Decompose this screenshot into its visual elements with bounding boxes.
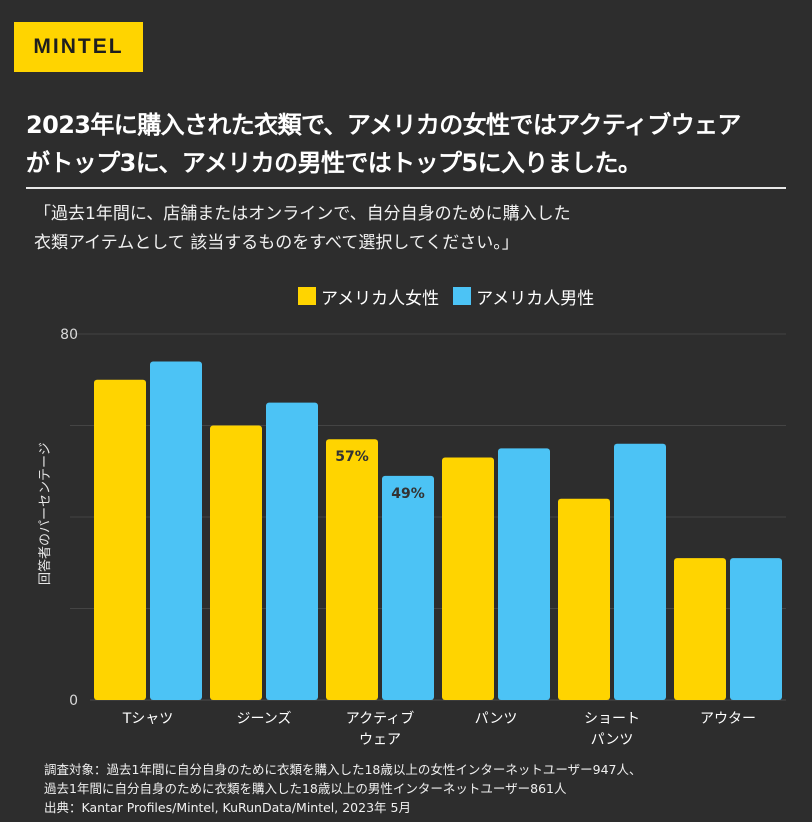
chart-legend: アメリカ人女性 アメリカ人男性 — [298, 282, 602, 310]
bar-women-0 — [94, 379, 146, 700]
legend-swatch-men — [453, 287, 472, 305]
x-tick-label: アウター — [700, 711, 756, 727]
x-tick-label: パンツ — [475, 711, 518, 727]
x-tick-label: Tシャツ — [122, 711, 174, 727]
headline-line-1: 2023年に購入された衣類で、アメリカの女性ではアクティブウェア — [26, 111, 741, 139]
legend-item-women: アメリカ人女性 — [298, 284, 439, 309]
bar-men-5 — [730, 558, 782, 700]
legend-swatch-women — [298, 287, 316, 305]
footnote-line-1: 調査対象：過去1年間に自分自身のために衣類を購入した18歳以上の女性インターネッ… — [44, 762, 642, 777]
headline-line-2: がトップ3に、アメリカの男性ではトップ5に入りました。 — [26, 149, 642, 177]
data-label: 49% — [391, 486, 425, 502]
x-tick-label: ショートパンツ — [584, 711, 640, 748]
bar-men-1 — [266, 402, 318, 700]
legend-item-men: アメリカ人男性 — [453, 284, 594, 309]
y-tick-label: 0 — [69, 693, 78, 709]
bar-men-4 — [614, 443, 666, 700]
x-tick-label: アクティブウェア — [346, 710, 414, 748]
bar-men-3 — [498, 448, 550, 700]
legend-label-women: アメリカ人女性 — [321, 288, 440, 309]
bar-men-0 — [150, 361, 202, 700]
survey-question: 「過去1年間に、店舗またはオンラインで、自分自身のために購入した 衣類アイテムと… — [34, 200, 794, 258]
bar-women-3 — [442, 457, 494, 700]
data-label: 57% — [335, 449, 369, 465]
headline: 2023年に購入された衣類で、アメリカの女性ではアクティブウェア がトップ3に、… — [26, 106, 801, 182]
question-line-2: 衣類アイテムとして 該当するものをすべて選択してください。」 — [34, 233, 519, 253]
footnote-line-2: 過去1年間に自分自身のために衣類を購入した18歳以上の男性インターネットユーザー… — [44, 781, 567, 796]
footnote: 調査対象：過去1年間に自分自身のために衣類を購入した18歳以上の女性インターネッ… — [44, 760, 804, 817]
bar-men-2 — [382, 475, 434, 700]
divider — [26, 187, 786, 189]
x-tick-label: ジーンズ — [236, 711, 291, 727]
question-line-1: 「過去1年間に、店舗またはオンラインで、自分自身のために購入した — [34, 204, 571, 224]
legend-label-men: アメリカ人男性 — [476, 288, 595, 309]
bar-women-5 — [674, 558, 726, 700]
mintel-logo: MINTEL — [14, 22, 143, 72]
bar-women-4 — [558, 498, 610, 700]
bar-women-1 — [210, 425, 262, 700]
y-tick-label: 80 — [60, 327, 78, 343]
footnote-line-3: 出典：Kantar Profiles/Mintel, KuRunData/Min… — [44, 800, 411, 815]
bar-women-2 — [326, 439, 378, 700]
